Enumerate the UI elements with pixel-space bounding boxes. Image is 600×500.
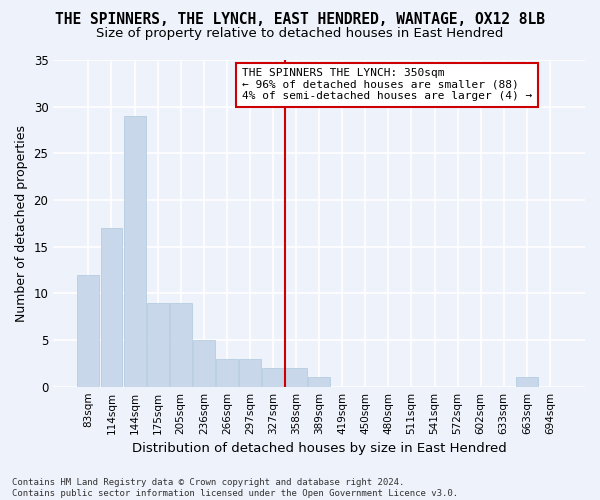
Bar — [193, 340, 215, 386]
Text: Contains HM Land Registry data © Crown copyright and database right 2024.
Contai: Contains HM Land Registry data © Crown c… — [12, 478, 458, 498]
Bar — [124, 116, 146, 386]
Bar — [516, 378, 538, 386]
X-axis label: Distribution of detached houses by size in East Hendred: Distribution of detached houses by size … — [132, 442, 506, 455]
Bar — [77, 274, 100, 386]
Bar — [101, 228, 122, 386]
Text: THE SPINNERS, THE LYNCH, EAST HENDRED, WANTAGE, OX12 8LB: THE SPINNERS, THE LYNCH, EAST HENDRED, W… — [55, 12, 545, 28]
Bar — [170, 302, 191, 386]
Text: Size of property relative to detached houses in East Hendred: Size of property relative to detached ho… — [97, 28, 503, 40]
Bar — [262, 368, 284, 386]
Text: THE SPINNERS THE LYNCH: 350sqm
← 96% of detached houses are smaller (88)
4% of s: THE SPINNERS THE LYNCH: 350sqm ← 96% of … — [242, 68, 532, 102]
Bar — [239, 358, 261, 386]
Bar — [216, 358, 238, 386]
Bar — [308, 378, 330, 386]
Y-axis label: Number of detached properties: Number of detached properties — [15, 125, 28, 322]
Bar — [146, 302, 169, 386]
Bar — [285, 368, 307, 386]
